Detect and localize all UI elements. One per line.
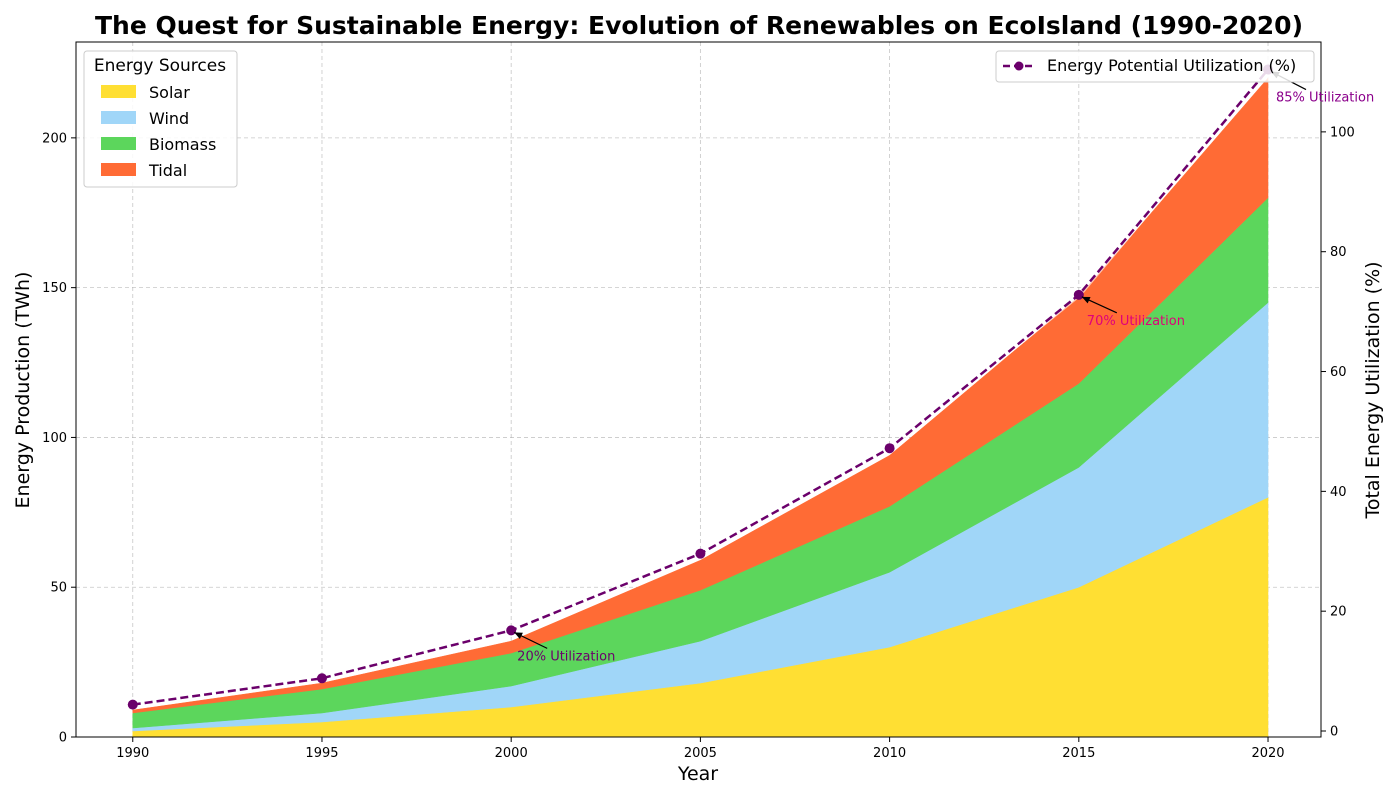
legend-line-marker [1014,61,1024,71]
area-tidal [132,77,1269,714]
utilization-point [1073,289,1084,300]
utilization-point [316,673,327,684]
y-tick-label: 200 [42,131,67,146]
y2-tick-label: 80 [1330,245,1347,260]
legend-label-solar: Solar [149,83,190,102]
annotation-label: 85% Utilization [1276,91,1374,106]
annotation-label: 20% Utilization [517,649,615,664]
utilization-point [506,625,517,636]
legend-energy-sources: Energy Sources Solar Wind Biomass Tidal [83,50,238,188]
y-axis-right: 0 20 40 60 80 100 [1321,125,1355,740]
x-tick-label: 1995 [305,746,338,761]
legend-label-tidal: Tidal [148,161,187,180]
y-tick-label: 50 [50,581,67,596]
y-tick-label: 0 [59,731,67,746]
x-tick-label: 2015 [1062,746,1095,761]
x-tick-label: 2010 [873,746,906,761]
y-axis-left: 0 50 100 150 200 [42,131,76,746]
x-axis: 1990 1995 2000 2005 2010 2015 2020 [116,737,1285,761]
y2-tick-label: 100 [1330,125,1355,140]
legend-swatch-biomass [101,137,136,150]
x-tick-label: 2020 [1251,746,1284,761]
legend-title: Energy Sources [94,56,226,76]
legend-utilization: Energy Potential Utilization (%) [995,50,1315,83]
x-axis-label: Year [677,763,718,785]
y2-tick-label: 0 [1330,725,1338,740]
x-tick-label: 1990 [116,746,149,761]
x-tick-label: 2000 [495,746,528,761]
legend-swatch-solar [101,85,136,98]
y2-tick-label: 20 [1330,605,1347,620]
x-tick-label: 2005 [684,746,717,761]
annotation-arrowhead [1081,296,1091,304]
y-tick-label: 150 [42,281,67,296]
y2-tick-label: 60 [1330,365,1347,380]
legend-line-label: Energy Potential Utilization (%) [1047,56,1296,75]
y2-axis-label: Total Energy Utilization (%) [1362,261,1384,519]
y-axis-label: Energy Production (TWh) [12,272,34,509]
legend-swatch-tidal [101,163,136,176]
legend-label-wind: Wind [149,109,189,128]
annotation-label: 70% Utilization [1087,314,1185,329]
annotations: 20% Utilization 70% Utilization 85% Utiliz… [513,71,1374,664]
y2-tick-label: 40 [1330,485,1347,500]
y-tick-label: 100 [42,431,67,446]
utilization-point [695,548,706,559]
chart-title: The Quest for Sustainable Energy: Evolut… [95,11,1303,40]
legend-label-biomass: Biomass [149,135,216,154]
utilization-point [884,443,895,454]
legend-swatch-wind [101,111,136,124]
legend-line-frame [995,50,1315,83]
plot-frame [75,41,1322,738]
annotation-arrowhead [514,632,523,639]
utilization-point [127,699,138,710]
